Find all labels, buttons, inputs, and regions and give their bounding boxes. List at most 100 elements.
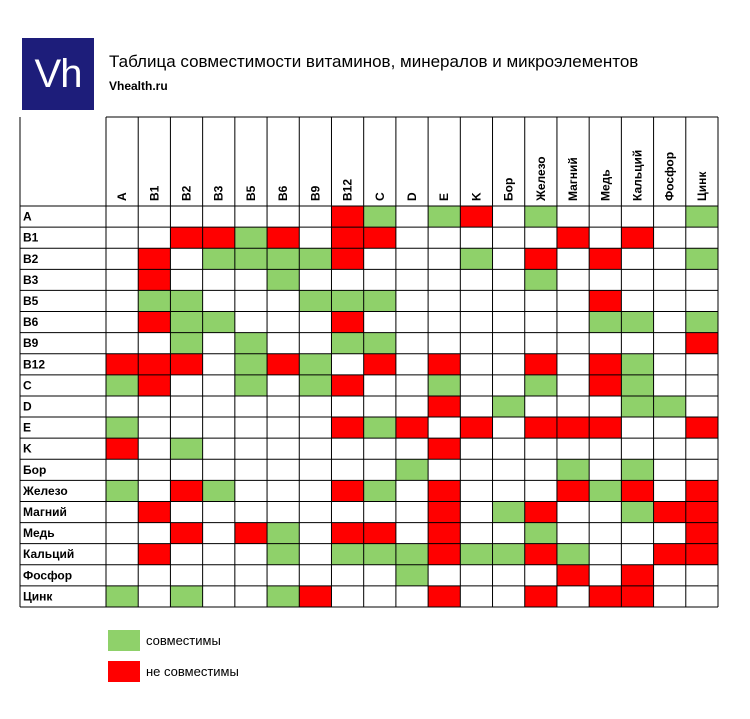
matrix-cell [589,480,622,502]
matrix-cell [363,332,396,354]
matrix-cell [589,417,622,439]
matrix-cell [524,374,557,396]
matrix-cell [556,480,590,502]
matrix-cell [170,332,203,354]
matrix-cell [653,501,686,523]
matrix-cell [621,459,654,481]
legend-label-incompatible: не совместимы [146,664,239,679]
matrix-cell [331,311,364,333]
matrix-cell [234,522,268,544]
matrix-cell [106,438,139,460]
matrix-cell [621,374,654,396]
matrix-cell [106,353,139,375]
matrix-cell [685,248,718,270]
row-label: K [23,442,32,456]
matrix-cell [428,438,461,460]
legend-swatch-incompatible [108,661,140,682]
row-label: B5 [23,294,39,308]
matrix-cell [589,290,622,312]
matrix-cell [202,248,235,270]
matrix-cell [363,227,396,249]
column-label: Цинк [695,171,709,201]
matrix-cell [331,206,364,228]
logo-text: Vh [34,51,83,96]
matrix-cell [460,417,493,439]
row-label: Железо [22,484,68,498]
matrix-cell [138,543,171,565]
matrix-cell [653,543,686,565]
matrix-cell [202,480,235,502]
matrix-cell [363,417,396,439]
column-label: C [373,192,387,201]
matrix-cell [653,395,686,418]
matrix-cell [170,353,203,375]
matrix-cell [524,543,557,565]
matrix-cell [170,480,203,502]
row-label: Кальций [23,547,74,561]
matrix-cell [621,564,654,586]
column-label: Железо [534,156,548,202]
matrix-cell [524,269,557,291]
row-label: Магний [23,505,67,519]
matrix-cell [299,353,332,375]
column-label: Магний [566,157,580,201]
matrix-cell [621,501,654,523]
matrix-cell [267,522,300,544]
matrix-cell [138,248,171,270]
matrix-cell [138,353,171,375]
matrix-cell [234,248,268,270]
row-label: B1 [23,231,39,245]
matrix-cell [589,374,622,396]
matrix-cell [685,543,718,565]
matrix-cell [106,417,139,439]
matrix-cell [492,395,525,418]
column-label: D [405,192,419,201]
column-label: B2 [180,185,194,201]
matrix-cell [234,374,268,396]
matrix-cell [331,374,364,396]
logo: Vh [22,38,94,110]
matrix-cell [621,480,654,502]
matrix-cell [395,564,429,586]
matrix-cell [106,480,139,502]
matrix-cell [524,585,557,607]
matrix-cell [138,311,171,333]
matrix-cell [138,290,171,312]
matrix-cell [170,438,203,460]
site-name: Vhealth.ru [109,79,168,93]
matrix-cell [460,543,493,565]
matrix-cell [524,353,557,375]
column-label: Бор [502,178,516,201]
matrix-cell [524,501,557,523]
matrix-cell [267,227,300,249]
column-label: A [115,192,129,201]
legend-swatch-compatible [108,630,140,651]
row-label: B3 [23,273,39,287]
matrix-cell [234,353,268,375]
matrix-cell [267,269,300,291]
matrix-cell [138,269,171,291]
matrix-cell [395,417,429,439]
matrix-cell [234,227,268,249]
matrix-cell [460,206,493,228]
matrix-cell [331,332,364,354]
matrix-cell [170,522,203,544]
matrix-cell [170,585,203,607]
matrix-cell [524,206,557,228]
column-label: K [469,192,483,201]
matrix-cell [492,543,525,565]
matrix-cell [331,522,364,544]
matrix-cell [428,585,461,607]
matrix-cell [524,248,557,270]
matrix-cell [589,311,622,333]
matrix-cell [621,311,654,333]
column-label: B9 [308,185,322,201]
matrix-cell [428,480,461,502]
row-label: D [23,400,32,414]
matrix-cell [363,480,396,502]
row-label: A [23,210,32,224]
column-label: B6 [276,185,290,201]
matrix-cell [331,290,364,312]
matrix-cell [685,311,718,333]
